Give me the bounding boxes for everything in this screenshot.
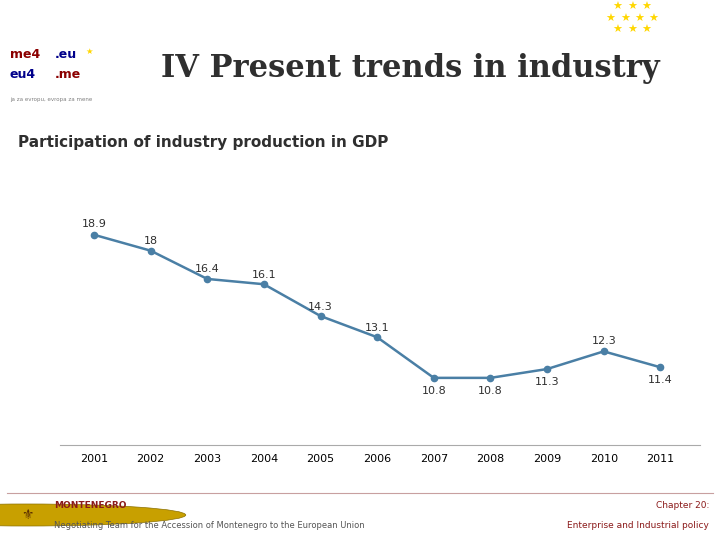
Text: ★: ★ bbox=[86, 46, 94, 56]
Text: Participation of industry production in GDP: Participation of industry production in … bbox=[18, 135, 388, 150]
Text: 18: 18 bbox=[143, 236, 158, 246]
Text: ★: ★ bbox=[620, 14, 630, 24]
Text: ★: ★ bbox=[627, 2, 637, 12]
Text: ja za evropu, evropa za mene: ja za evropu, evropa za mene bbox=[10, 97, 92, 102]
Text: 11.3: 11.3 bbox=[535, 377, 559, 387]
Text: eu4: eu4 bbox=[10, 68, 36, 81]
Text: ★: ★ bbox=[627, 25, 637, 35]
Text: ★: ★ bbox=[642, 2, 652, 12]
Text: 10.8: 10.8 bbox=[478, 386, 503, 396]
Text: .me: .me bbox=[55, 68, 81, 81]
Text: 18.9: 18.9 bbox=[81, 219, 107, 229]
Text: Chapter 20:: Chapter 20: bbox=[656, 501, 709, 510]
Text: 16.1: 16.1 bbox=[251, 270, 276, 280]
Text: 14.3: 14.3 bbox=[308, 301, 333, 312]
Text: Chapter 20: Enterprise and Industrial policy: Chapter 20: Enterprise and Industrial po… bbox=[9, 11, 372, 26]
Text: ★: ★ bbox=[613, 25, 623, 35]
Text: MONTENEGRO: MONTENEGRO bbox=[54, 501, 127, 510]
Text: 10.8: 10.8 bbox=[421, 386, 446, 396]
Text: ★: ★ bbox=[613, 2, 623, 12]
Circle shape bbox=[0, 504, 186, 526]
Text: Negotiating Team for the Accession of Montenegro to the European Union: Negotiating Team for the Accession of Mo… bbox=[54, 521, 364, 530]
Text: ★: ★ bbox=[634, 14, 644, 24]
Text: Enterprise and Industrial policy: Enterprise and Industrial policy bbox=[567, 522, 709, 530]
Text: IV Present trends in industry: IV Present trends in industry bbox=[161, 53, 660, 84]
Text: 11.4: 11.4 bbox=[648, 375, 672, 385]
Text: .eu: .eu bbox=[55, 48, 76, 60]
Text: me4: me4 bbox=[10, 48, 40, 60]
Text: ⚜: ⚜ bbox=[21, 508, 34, 522]
Text: 16.4: 16.4 bbox=[195, 265, 220, 274]
Text: ★: ★ bbox=[606, 14, 616, 24]
Text: 13.1: 13.1 bbox=[365, 323, 390, 333]
Text: ★: ★ bbox=[649, 14, 659, 24]
Text: 12.3: 12.3 bbox=[591, 336, 616, 346]
Text: ★: ★ bbox=[642, 25, 652, 35]
